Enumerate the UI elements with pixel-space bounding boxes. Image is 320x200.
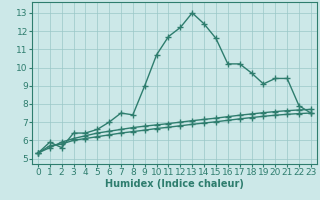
X-axis label: Humidex (Indice chaleur): Humidex (Indice chaleur) (105, 179, 244, 189)
